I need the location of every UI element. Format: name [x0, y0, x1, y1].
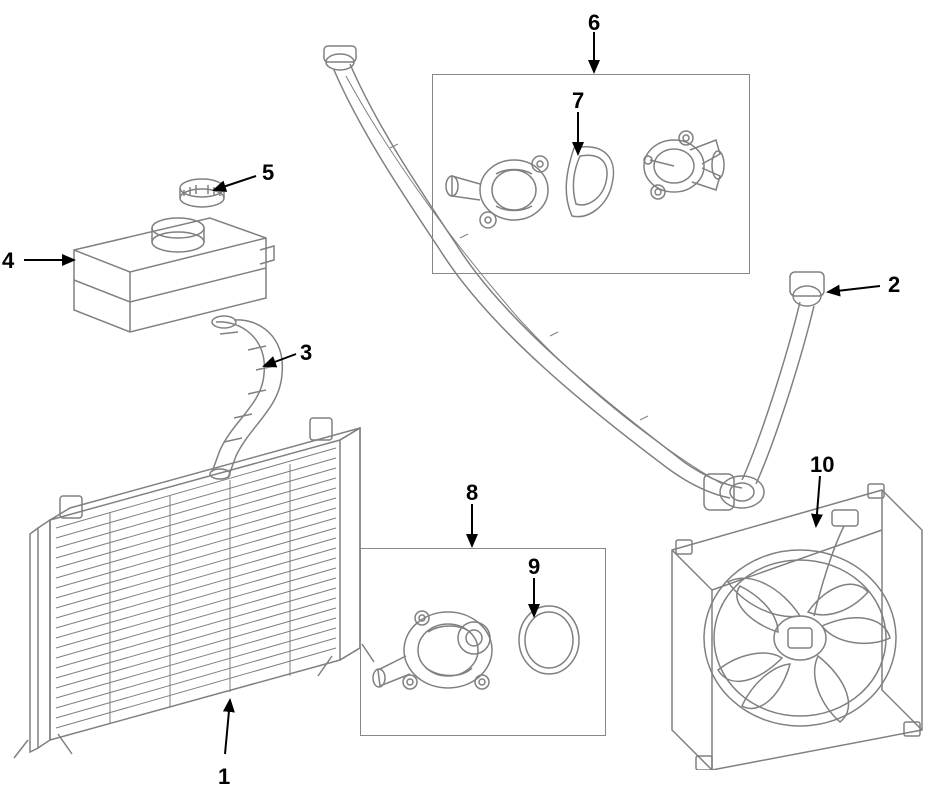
water-pump: [370, 590, 520, 720]
reservoir-cap: [176, 176, 228, 210]
callout-label-1: 1: [218, 764, 230, 790]
coolant-reservoir: [60, 190, 280, 340]
cooling-fan-assembly: [632, 470, 932, 770]
callout-label-6: 6: [588, 10, 600, 36]
callout-label-2: 2: [888, 272, 900, 298]
callout-label-4: 4: [2, 248, 14, 274]
callout-label-7: 7: [572, 88, 584, 114]
callout-label-9: 9: [528, 554, 540, 580]
callout-label-8: 8: [466, 480, 478, 506]
callout-label-3: 3: [300, 340, 312, 366]
water-pump-gasket: [514, 600, 584, 680]
callout-label-10: 10: [810, 452, 834, 478]
callout-label-5: 5: [262, 160, 274, 186]
parts-diagram-canvas: 1 2 3 4 5 6 7 8 9 10: [0, 0, 947, 806]
